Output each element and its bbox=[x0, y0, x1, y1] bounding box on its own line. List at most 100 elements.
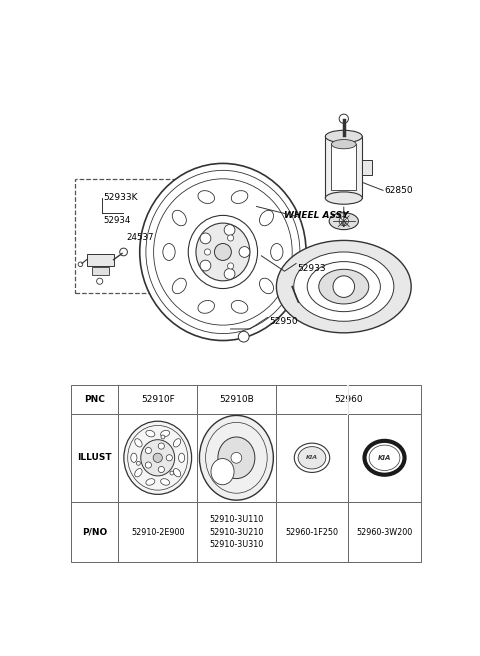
Bar bbox=[92, 268, 109, 275]
Circle shape bbox=[200, 260, 211, 271]
Ellipse shape bbox=[146, 430, 155, 437]
Bar bbox=[71, 385, 119, 413]
Text: 52960-1F250: 52960-1F250 bbox=[286, 527, 338, 537]
Circle shape bbox=[78, 262, 83, 266]
Ellipse shape bbox=[319, 270, 369, 304]
Ellipse shape bbox=[294, 443, 330, 472]
Circle shape bbox=[136, 461, 140, 465]
Text: 52960-3W200: 52960-3W200 bbox=[356, 527, 413, 537]
Circle shape bbox=[238, 331, 249, 342]
Ellipse shape bbox=[198, 191, 215, 203]
Text: 62850: 62850 bbox=[384, 186, 413, 195]
Circle shape bbox=[204, 249, 211, 255]
Ellipse shape bbox=[172, 278, 186, 294]
Text: 52910-2E900: 52910-2E900 bbox=[131, 527, 184, 537]
Ellipse shape bbox=[260, 211, 274, 226]
Ellipse shape bbox=[276, 240, 411, 333]
Text: 52950: 52950 bbox=[269, 318, 298, 327]
Ellipse shape bbox=[307, 262, 380, 312]
Ellipse shape bbox=[179, 453, 185, 462]
Ellipse shape bbox=[161, 430, 169, 437]
Bar bbox=[86, 253, 114, 266]
Ellipse shape bbox=[163, 243, 175, 260]
Text: KIA: KIA bbox=[378, 455, 391, 461]
Circle shape bbox=[224, 268, 235, 279]
Ellipse shape bbox=[141, 440, 175, 476]
Circle shape bbox=[120, 248, 127, 256]
Ellipse shape bbox=[271, 243, 283, 260]
Text: 52934: 52934 bbox=[104, 216, 131, 225]
Text: KIA: KIA bbox=[306, 455, 318, 461]
Ellipse shape bbox=[135, 439, 142, 447]
Text: 52960: 52960 bbox=[334, 395, 362, 404]
Ellipse shape bbox=[124, 421, 192, 495]
Ellipse shape bbox=[161, 479, 169, 485]
Text: 52933: 52933 bbox=[298, 264, 326, 272]
Circle shape bbox=[200, 233, 211, 244]
Bar bbox=[276, 385, 348, 413]
Text: 52910B: 52910B bbox=[219, 395, 254, 404]
Ellipse shape bbox=[172, 211, 186, 226]
Text: 24537: 24537 bbox=[127, 233, 154, 241]
Circle shape bbox=[161, 435, 165, 439]
Circle shape bbox=[170, 471, 174, 475]
Ellipse shape bbox=[173, 439, 181, 447]
Bar bbox=[362, 159, 372, 175]
Text: PNC: PNC bbox=[84, 395, 105, 404]
Text: WHEEL ASSY: WHEEL ASSY bbox=[285, 211, 349, 220]
Circle shape bbox=[231, 453, 242, 463]
Ellipse shape bbox=[196, 223, 250, 281]
Ellipse shape bbox=[231, 191, 248, 203]
Text: ILLUST: ILLUST bbox=[77, 453, 112, 462]
Ellipse shape bbox=[218, 437, 255, 479]
Bar bbox=[332, 144, 356, 190]
Circle shape bbox=[239, 247, 250, 257]
Ellipse shape bbox=[369, 445, 400, 470]
Bar bbox=[348, 502, 421, 562]
Ellipse shape bbox=[140, 163, 306, 340]
Ellipse shape bbox=[211, 459, 234, 485]
Bar bbox=[276, 413, 348, 502]
Ellipse shape bbox=[146, 171, 300, 334]
Ellipse shape bbox=[199, 415, 273, 500]
Text: P/NO: P/NO bbox=[82, 527, 108, 537]
Text: 52910-3U110
52910-3U210
52910-3U310: 52910-3U110 52910-3U210 52910-3U310 bbox=[209, 515, 264, 549]
Ellipse shape bbox=[298, 447, 326, 469]
Ellipse shape bbox=[146, 479, 155, 485]
Bar bbox=[197, 502, 276, 562]
Circle shape bbox=[339, 216, 348, 226]
Ellipse shape bbox=[332, 140, 356, 149]
Ellipse shape bbox=[173, 468, 181, 477]
Ellipse shape bbox=[260, 278, 274, 294]
Bar bbox=[197, 385, 276, 413]
Bar bbox=[71, 413, 119, 502]
Bar bbox=[75, 179, 188, 293]
Circle shape bbox=[158, 443, 164, 449]
Ellipse shape bbox=[205, 422, 267, 493]
Bar bbox=[197, 413, 276, 502]
Circle shape bbox=[339, 114, 348, 123]
Ellipse shape bbox=[128, 426, 188, 490]
Bar bbox=[119, 413, 197, 502]
Circle shape bbox=[158, 466, 164, 472]
Text: 52910F: 52910F bbox=[141, 395, 175, 404]
Text: 52933K: 52933K bbox=[104, 193, 138, 201]
Circle shape bbox=[96, 278, 103, 284]
Circle shape bbox=[333, 276, 355, 297]
Circle shape bbox=[228, 263, 234, 269]
Ellipse shape bbox=[154, 179, 292, 325]
Circle shape bbox=[224, 224, 235, 236]
Ellipse shape bbox=[364, 441, 405, 475]
Bar bbox=[348, 413, 421, 502]
Circle shape bbox=[153, 453, 162, 462]
Ellipse shape bbox=[188, 215, 258, 289]
Circle shape bbox=[166, 455, 172, 461]
Circle shape bbox=[228, 235, 234, 241]
Ellipse shape bbox=[135, 468, 142, 477]
Bar bbox=[119, 385, 197, 413]
Ellipse shape bbox=[325, 192, 362, 204]
Ellipse shape bbox=[294, 252, 394, 321]
Circle shape bbox=[145, 447, 152, 454]
Bar bbox=[348, 385, 421, 413]
Ellipse shape bbox=[131, 453, 137, 462]
